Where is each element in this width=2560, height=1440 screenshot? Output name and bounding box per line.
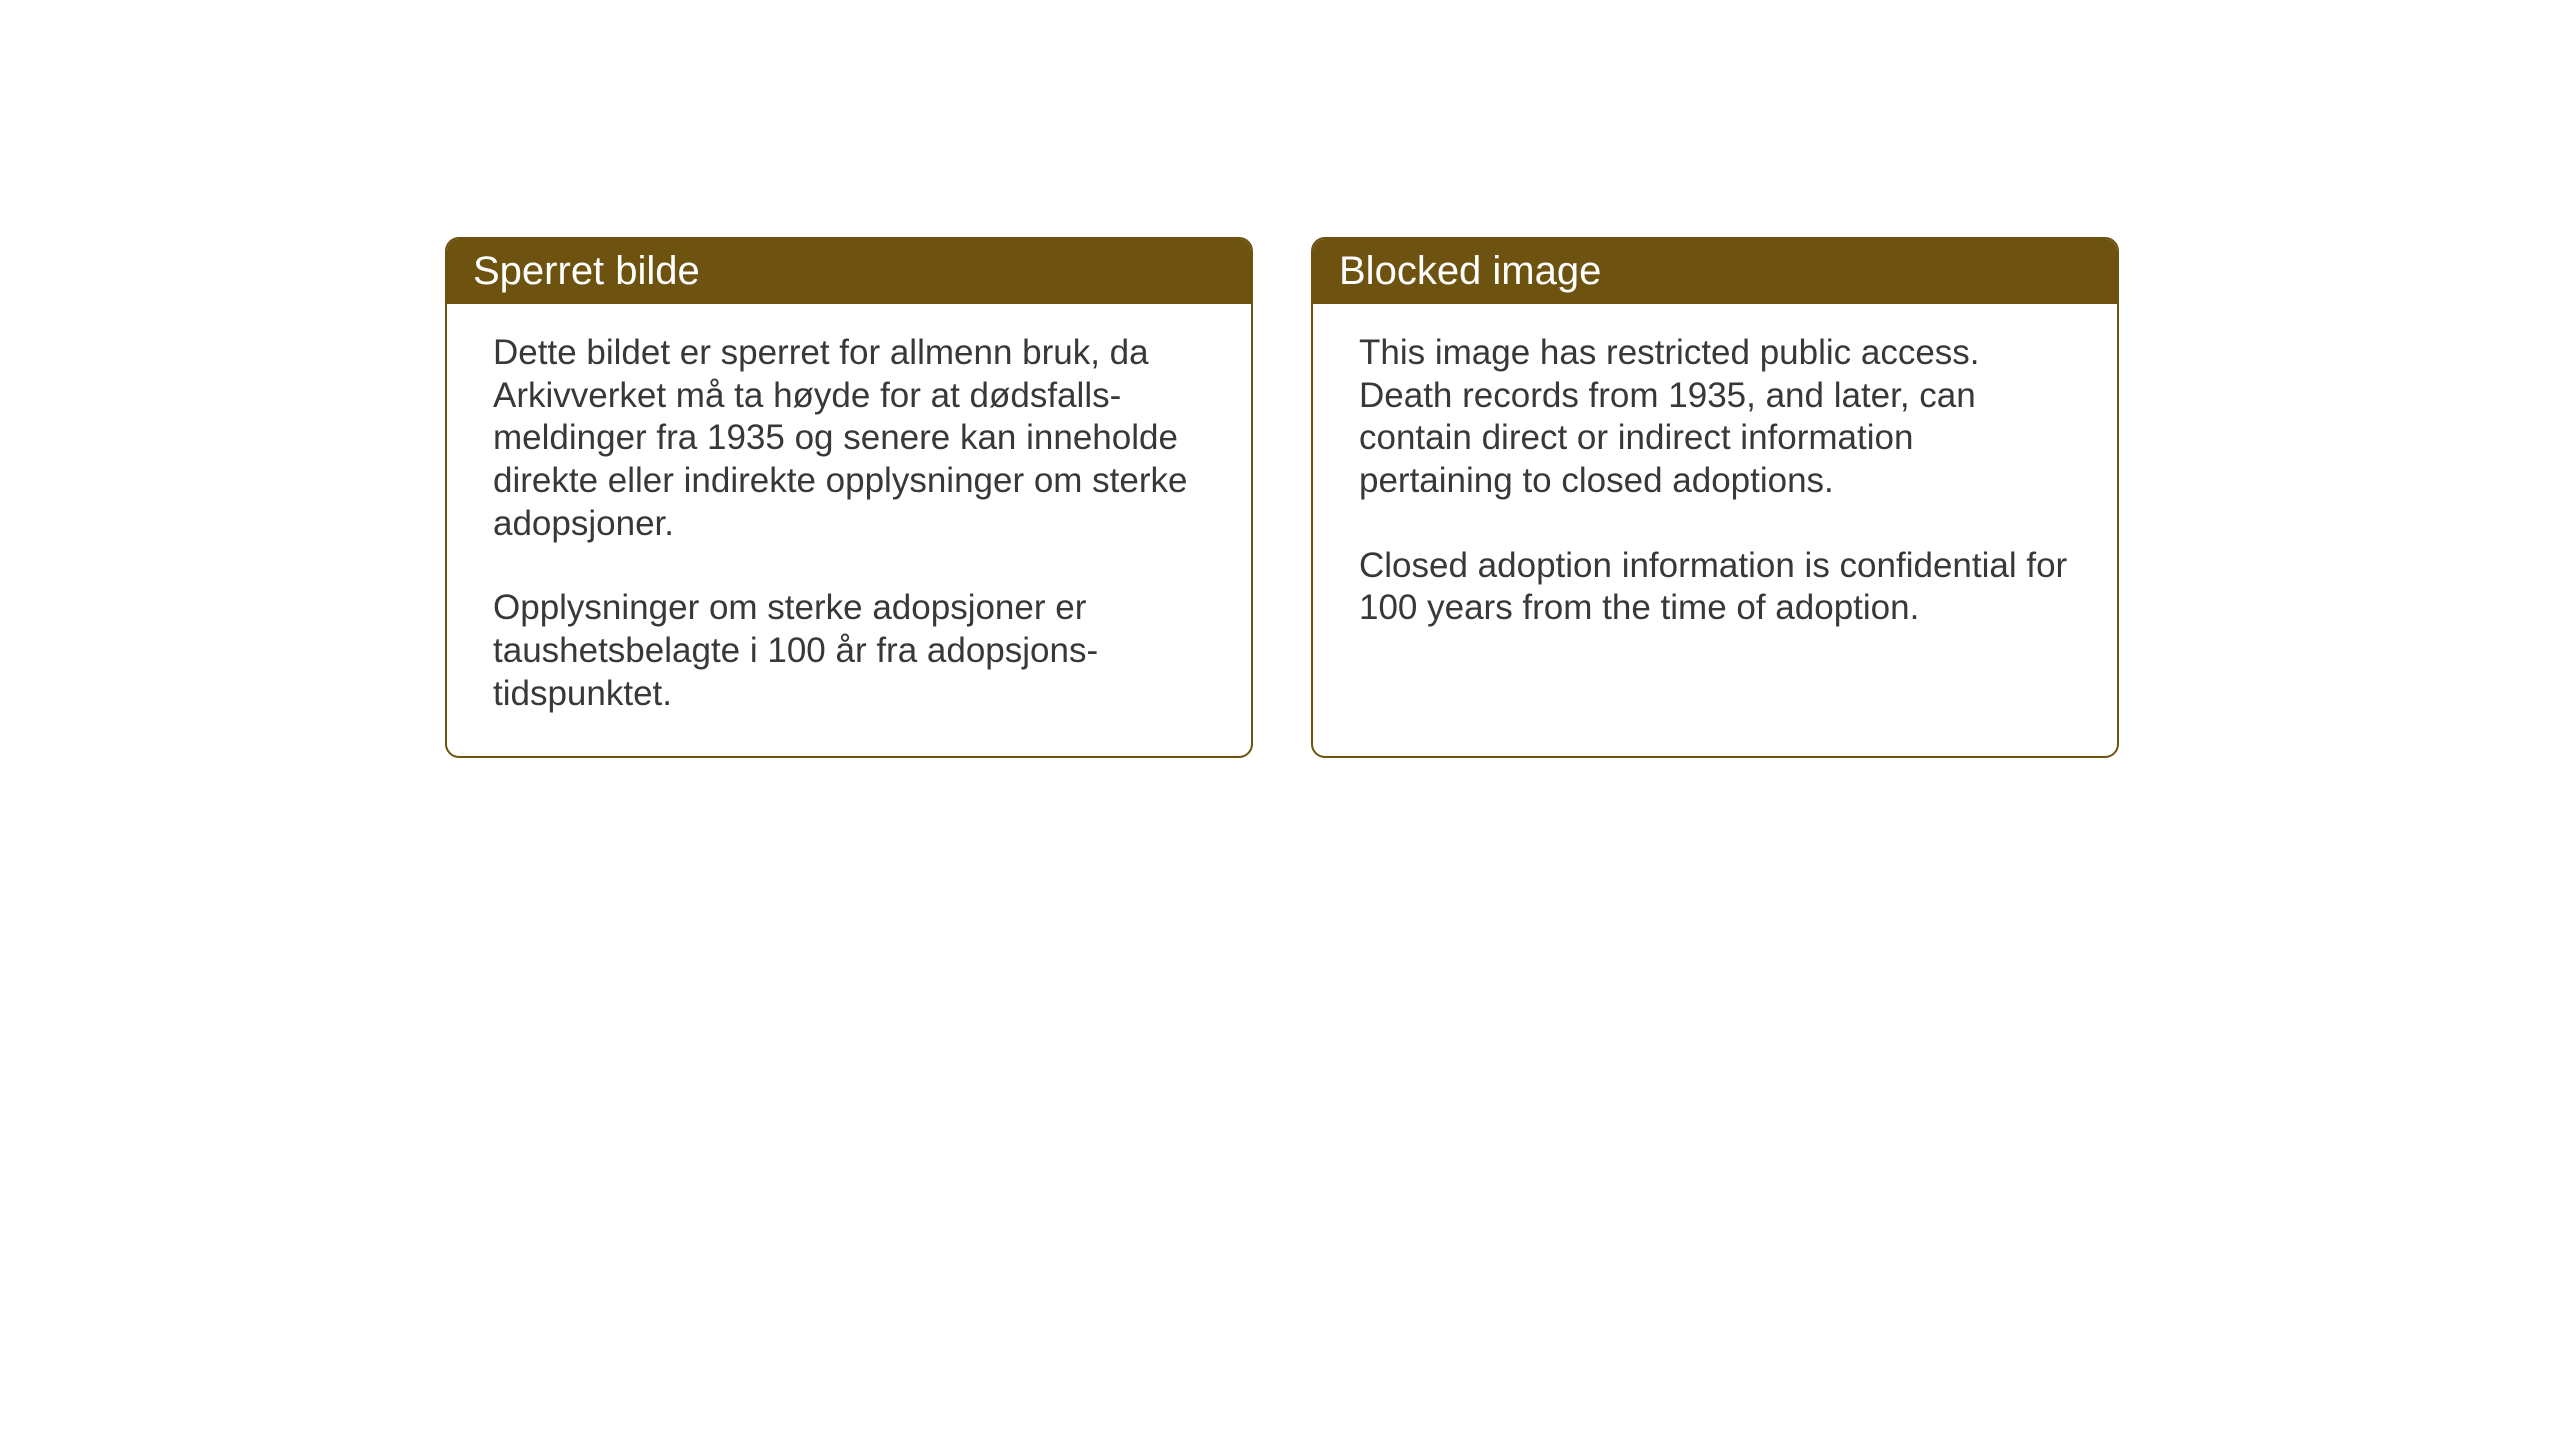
notice-card-norwegian: Sperret bilde Dette bildet er sperret fo…	[445, 237, 1253, 758]
notice-card-english: Blocked image This image has restricted …	[1311, 237, 2119, 758]
card-paragraph-norwegian-2: Opplysninger om sterke adopsjoner er tau…	[493, 587, 1205, 715]
card-title-norwegian: Sperret bilde	[473, 249, 700, 293]
notice-card-container: Sperret bilde Dette bildet er sperret fo…	[445, 237, 2119, 758]
card-paragraph-norwegian-1: Dette bildet er sperret for allmenn bruk…	[493, 332, 1205, 545]
card-paragraph-english-1: This image has restricted public access.…	[1359, 332, 2071, 503]
card-title-english: Blocked image	[1339, 249, 1601, 293]
card-body-english: This image has restricted public access.…	[1313, 304, 2117, 725]
card-header-english: Blocked image	[1313, 239, 2117, 304]
card-header-norwegian: Sperret bilde	[447, 239, 1251, 304]
card-paragraph-english-2: Closed adoption information is confident…	[1359, 545, 2071, 630]
card-body-norwegian: Dette bildet er sperret for allmenn bruk…	[447, 304, 1251, 756]
